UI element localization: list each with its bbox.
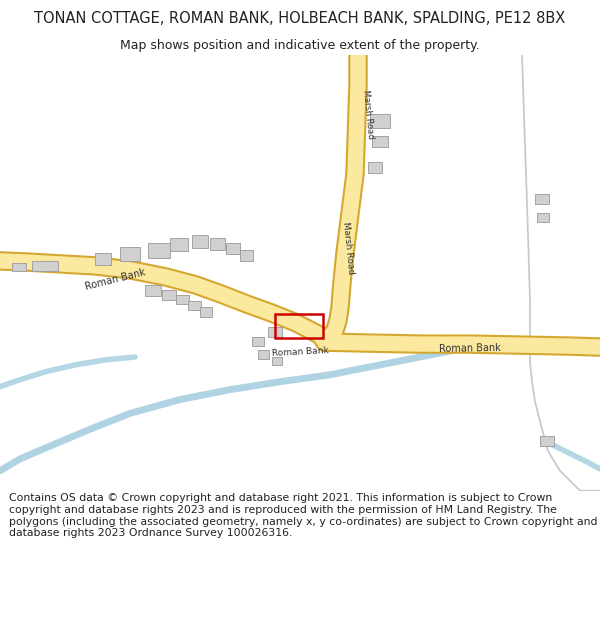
Bar	[540, 436, 554, 446]
Bar	[370, 114, 390, 128]
Bar	[275, 314, 323, 338]
Bar	[272, 357, 282, 365]
Bar	[258, 350, 269, 359]
Bar	[200, 308, 212, 318]
Text: Roman Bank: Roman Bank	[439, 342, 501, 354]
Bar	[192, 235, 208, 248]
Bar	[268, 328, 282, 337]
Bar	[537, 213, 549, 222]
Bar	[535, 194, 549, 204]
Bar	[372, 136, 388, 147]
Bar	[95, 253, 111, 265]
Text: Roman Bank: Roman Bank	[271, 346, 329, 358]
Bar	[226, 243, 240, 254]
Bar	[176, 294, 189, 304]
Bar	[368, 162, 382, 173]
Bar	[162, 289, 176, 299]
Bar	[145, 285, 161, 296]
Bar	[252, 337, 264, 346]
Bar	[170, 238, 188, 251]
Bar	[148, 243, 170, 258]
Text: Marsh Road: Marsh Road	[341, 221, 355, 275]
Bar	[12, 263, 26, 271]
Bar	[240, 250, 253, 261]
Text: Contains OS data © Crown copyright and database right 2021. This information is : Contains OS data © Crown copyright and d…	[9, 493, 598, 538]
Text: Marsh Road: Marsh Road	[361, 89, 375, 139]
Text: Roman Bank: Roman Bank	[84, 268, 146, 292]
Bar	[188, 301, 201, 311]
Bar	[120, 247, 140, 261]
Bar	[210, 238, 225, 250]
Text: Map shows position and indicative extent of the property.: Map shows position and indicative extent…	[120, 39, 480, 51]
Text: TONAN COTTAGE, ROMAN BANK, HOLBEACH BANK, SPALDING, PE12 8BX: TONAN COTTAGE, ROMAN BANK, HOLBEACH BANK…	[34, 11, 566, 26]
Bar	[32, 261, 58, 271]
